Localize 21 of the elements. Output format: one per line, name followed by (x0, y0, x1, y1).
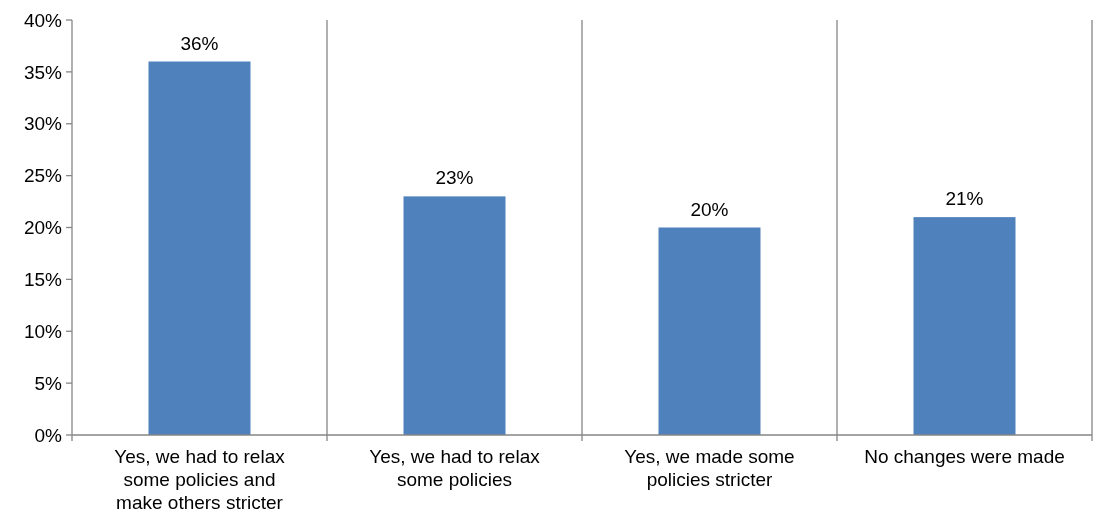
x-tick-label: No changes were made (864, 446, 1065, 467)
x-tick-label: Yes, we had to relax some policies and make others stricter (114, 446, 286, 513)
bar (913, 217, 1016, 435)
y-tick-label: 35% (23, 61, 63, 83)
x-tick-label: Yes, we had to relax some policies (369, 446, 541, 490)
y-tick-label: 0% (34, 424, 63, 446)
x-tick-label: Yes, we made some policies stricter (624, 446, 795, 490)
y-tick-label: 20% (23, 217, 63, 239)
y-tick-label: 25% (23, 165, 63, 187)
y-tick-label: 30% (23, 113, 63, 135)
data-label: 23% (435, 167, 474, 189)
data-label: 36% (180, 32, 219, 54)
bar (403, 196, 506, 435)
y-tick-label: 5% (34, 372, 63, 394)
bar (658, 227, 761, 435)
y-tick-label: 40% (23, 9, 63, 31)
data-label: 20% (690, 198, 729, 220)
y-tick-label: 10% (23, 320, 63, 342)
data-label: 21% (945, 188, 984, 210)
y-tick-label: 15% (23, 269, 63, 291)
bar (148, 61, 251, 435)
